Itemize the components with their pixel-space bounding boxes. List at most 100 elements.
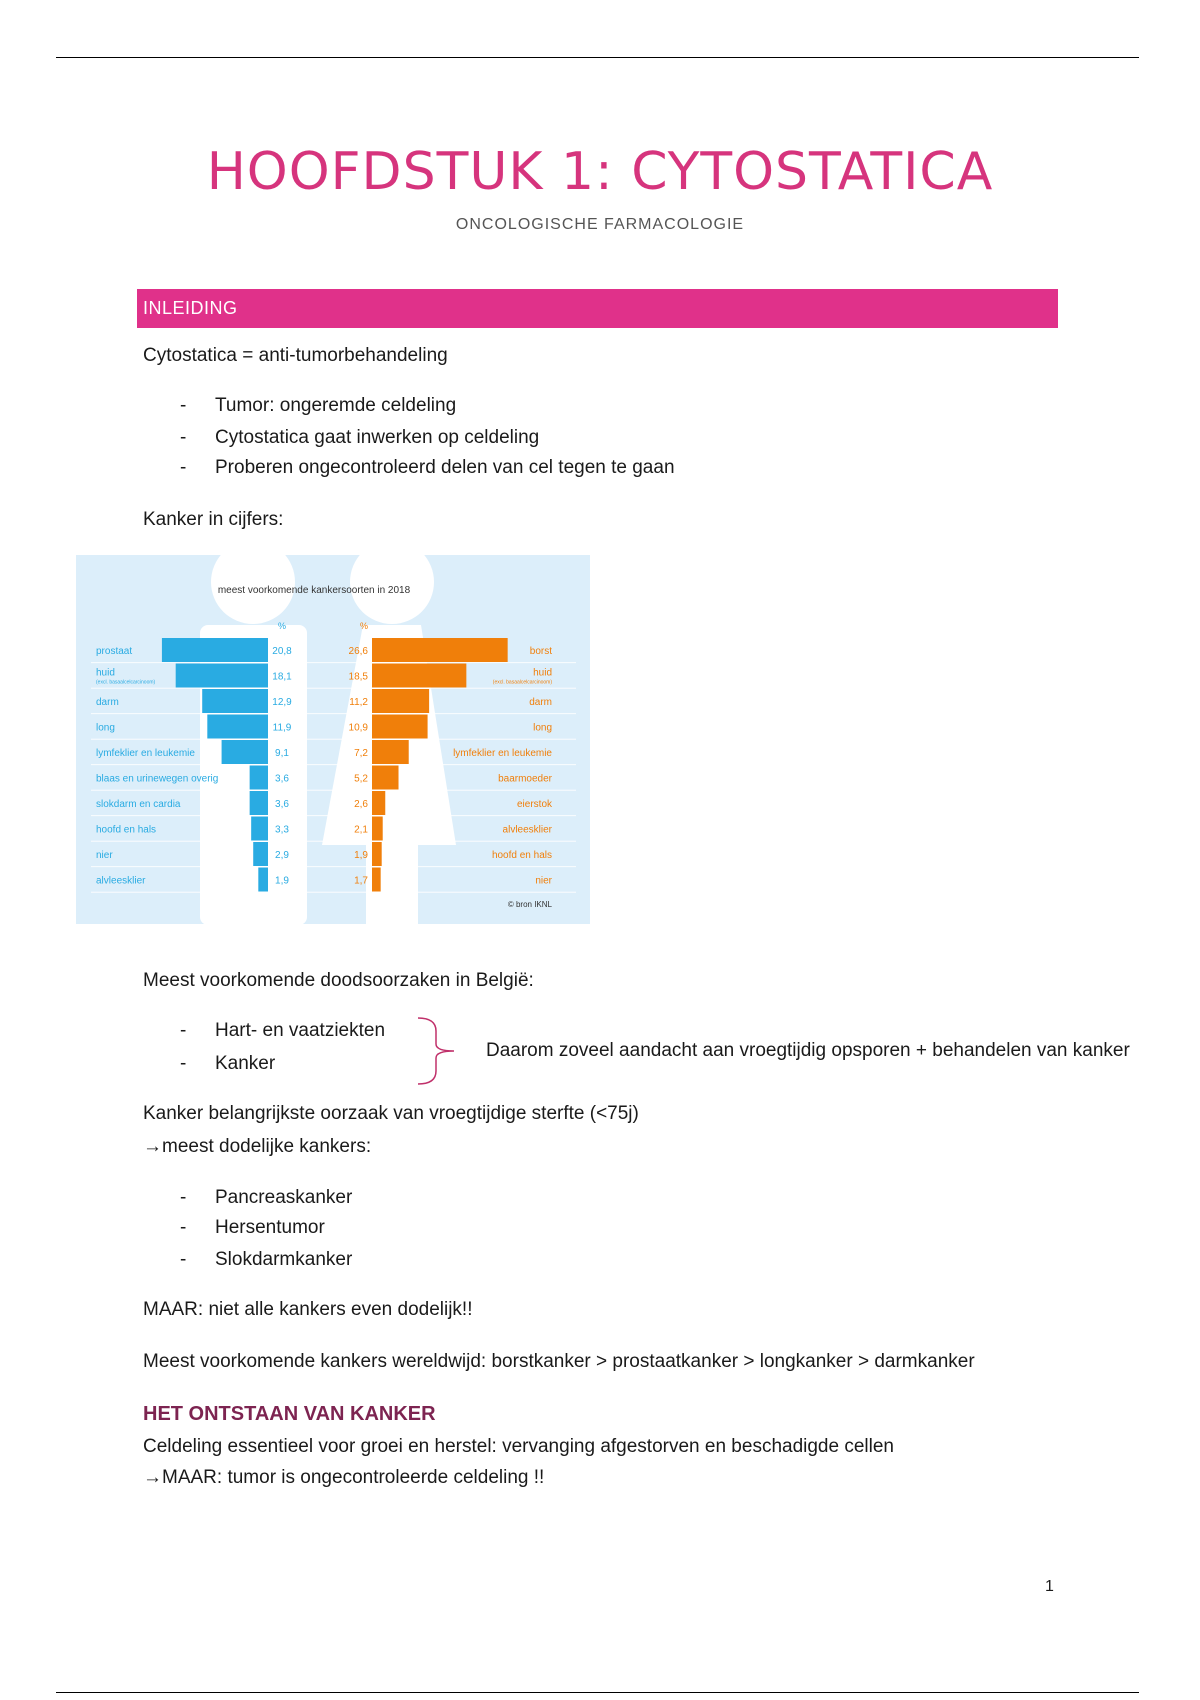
value-label-women: 1,7 bbox=[354, 876, 368, 887]
bar-men-alvleesklier bbox=[258, 867, 268, 892]
list-item: Hersentumor bbox=[215, 1217, 325, 1238]
category-label-men: long bbox=[96, 723, 115, 734]
bullet-marker: - bbox=[180, 427, 187, 448]
value-label-men: 12,9 bbox=[272, 697, 292, 708]
value-label-women: 2,1 bbox=[354, 825, 368, 836]
bar-women-huid bbox=[372, 663, 467, 688]
bar-women-eierstok bbox=[372, 791, 386, 815]
bar-women-baarmoeder bbox=[372, 765, 399, 790]
chart-credit: © bron IKNL bbox=[508, 900, 553, 909]
value-label-men: 9,1 bbox=[275, 748, 289, 759]
bullet-marker: - bbox=[180, 1217, 187, 1238]
category-label-men: slokdarm en cardia bbox=[96, 799, 181, 810]
list-item: Cytostatica gaat inwerken op celdeling bbox=[215, 427, 540, 448]
category-label-women: baarmoeder bbox=[498, 774, 553, 785]
causes-intro: Meest voorkomende doodsoorzaken in Belgi… bbox=[143, 970, 534, 991]
bar-women-alvleesklier bbox=[372, 816, 383, 841]
bullet-marker: - bbox=[180, 1020, 187, 1041]
bullet-marker: - bbox=[180, 1053, 187, 1074]
section-title: INLEIDING bbox=[143, 298, 238, 318]
bar-men-long bbox=[207, 714, 268, 739]
value-label-men: 18,1 bbox=[272, 672, 292, 683]
list-item: Slokdarmkanker bbox=[215, 1249, 353, 1270]
text-line: Kanker belangrijkste oorzaak van vroegti… bbox=[143, 1103, 639, 1124]
bar-women-long bbox=[372, 714, 428, 739]
list-item: Kanker bbox=[215, 1053, 276, 1074]
category-label-men: lymfeklier en leukemie bbox=[96, 748, 195, 759]
bar-men-huid bbox=[175, 663, 268, 688]
figure-caption: Kanker in cijfers: bbox=[143, 509, 284, 530]
category-label-men: prostaat bbox=[96, 646, 132, 657]
category-label-women: alvleesklier bbox=[503, 825, 553, 836]
cancer-chart: meest voorkomende kankersoorten in 2018%… bbox=[76, 540, 590, 925]
bullet-marker: - bbox=[180, 1187, 187, 1208]
bar-men-slokdarm en cardia bbox=[249, 791, 268, 815]
bar-women-lymfeklier en leukemie bbox=[372, 740, 409, 764]
category-label-men: hoofd en hals bbox=[96, 825, 156, 836]
page-number: 1 bbox=[1045, 1578, 1054, 1595]
bar-men-darm bbox=[202, 689, 268, 713]
value-label-men: 11,9 bbox=[273, 723, 292, 734]
category-label-men: blaas en urinewegen overig bbox=[96, 774, 218, 785]
bullet-marker: - bbox=[180, 1249, 187, 1270]
bullet-marker: - bbox=[180, 457, 187, 478]
category-label-women: hoofd en hals bbox=[492, 850, 552, 861]
text-line: Meest voorkomende kankers wereldwijd: bo… bbox=[143, 1351, 975, 1372]
unit-label-men: % bbox=[278, 621, 286, 631]
category-label-women: lymfeklier en leukemie bbox=[453, 748, 552, 759]
bar-men-prostaat bbox=[161, 638, 268, 662]
list-item: Pancreaskanker bbox=[215, 1187, 353, 1208]
bar-men-lymfeklier en leukemie bbox=[221, 740, 268, 764]
category-label-men: nier bbox=[96, 850, 113, 861]
category-label-women: eierstok bbox=[517, 799, 553, 810]
value-label-women: 18,5 bbox=[349, 672, 369, 683]
chart-title: meest voorkomende kankersoorten in 2018 bbox=[218, 585, 411, 596]
heading-2: HET ONTSTAAN VAN KANKER bbox=[143, 1403, 436, 1425]
value-label-women: 7,2 bbox=[354, 748, 368, 759]
bar-women-hoofd en hals bbox=[372, 842, 382, 866]
value-label-men: 20,8 bbox=[272, 646, 292, 657]
text-line: →MAAR: tumor is ongecontroleerde celdeli… bbox=[143, 1467, 545, 1488]
bar-men-hoofd en hals bbox=[251, 816, 268, 841]
header-rule bbox=[56, 57, 1139, 58]
category-label-men: huid bbox=[96, 668, 115, 679]
category-label-women: darm bbox=[529, 697, 552, 708]
category-label-women: borst bbox=[530, 646, 552, 657]
category-label-men: alvleesklier bbox=[96, 876, 146, 887]
value-label-men: 3,6 bbox=[275, 774, 289, 785]
value-label-women: 11,2 bbox=[349, 697, 368, 708]
text-line: →meest dodelijke kankers: bbox=[143, 1136, 372, 1157]
category-label-women: long bbox=[533, 723, 552, 734]
text-line: Celdeling essentieel voor groei en herst… bbox=[143, 1436, 894, 1457]
value-label-men: 1,9 bbox=[275, 876, 289, 887]
bar-women-borst bbox=[372, 638, 508, 662]
value-label-men: 2,9 bbox=[275, 850, 289, 861]
list-item: Proberen ongecontroleerd delen van cel t… bbox=[215, 457, 675, 478]
page-title: HOOFDSTUK 1: CYTOSTATICA bbox=[206, 142, 994, 202]
category-label-women: huid bbox=[533, 668, 552, 679]
bar-women-darm bbox=[372, 689, 430, 713]
footer-rule bbox=[56, 1692, 1139, 1693]
bullet-marker: - bbox=[180, 395, 187, 416]
value-label-women: 1,9 bbox=[354, 850, 368, 861]
value-label-women: 5,2 bbox=[354, 774, 368, 785]
woman-head bbox=[350, 540, 434, 624]
unit-label-women: % bbox=[360, 621, 368, 631]
category-label-women: nier bbox=[535, 876, 552, 887]
bar-men-nier bbox=[253, 842, 268, 866]
list-item: Tumor: ongeremde celdeling bbox=[215, 395, 457, 416]
sublabel-women: (excl. basaalcelcarcinoom) bbox=[493, 680, 553, 686]
value-label-men: 3,6 bbox=[275, 799, 289, 810]
intro-text: Cytostatica = anti-tumorbehandeling bbox=[143, 345, 448, 366]
value-label-men: 3,3 bbox=[275, 825, 289, 836]
brace-icon bbox=[417, 1017, 455, 1085]
section-banner: INLEIDING bbox=[137, 289, 1058, 328]
page-subtitle: ONCOLOGISCHE FARMACOLOGIE bbox=[455, 216, 745, 233]
sublabel-men: (excl. basaalcelcarcinoom) bbox=[96, 680, 156, 686]
bar-men-blaas en urinewegen overig bbox=[249, 765, 268, 790]
text-line: MAAR: niet alle kankers even dodelijk!! bbox=[143, 1299, 473, 1320]
bar-women-nier bbox=[372, 867, 381, 892]
man-head bbox=[211, 540, 295, 624]
brace-note: Daarom zoveel aandacht aan vroegtijdig o… bbox=[486, 1040, 1130, 1061]
value-label-women: 10,9 bbox=[349, 723, 369, 734]
